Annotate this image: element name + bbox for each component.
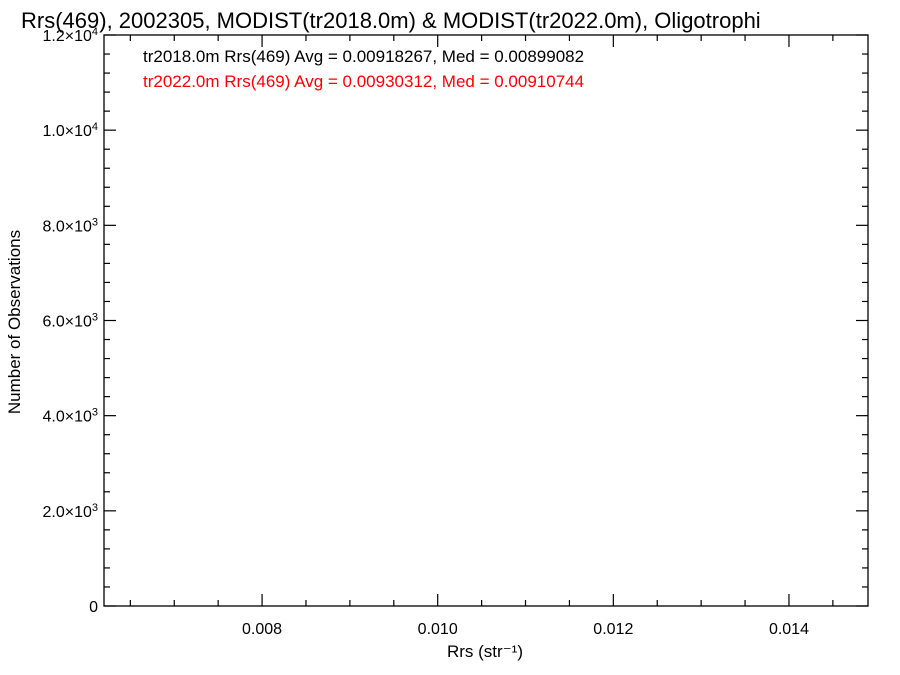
chart-title: Rrs(469), 2002305, MODIST(tr2018.0m) & M… [21,8,761,33]
y-tick-label: 4.0×103 [42,407,98,426]
annotation-2: tr2022.0m Rrs(469) Avg = 0.00930312, Med… [143,72,584,91]
y-tick-label: 6.0×103 [42,312,98,331]
annotation-1: tr2018.0m Rrs(469) Avg = 0.00918267, Med… [143,47,584,66]
x-tick-label: 0.012 [593,621,633,638]
y-axis-label: Number of Observations [5,230,24,414]
y-tick-label: 1.2×104 [42,26,98,45]
y-tick-label: 8.0×103 [42,216,98,235]
x-tick-label: 0.008 [242,621,282,638]
x-tick-label: 0.014 [769,621,809,638]
y-tick-label: 1.0×104 [42,121,98,140]
y-tick-label: 2.0×103 [42,502,98,521]
x-axis-label: Rrs (str⁻¹) [447,642,523,661]
plot-area: 0.008 0.010 0.012 0.014 0 2.0×103 4.0×103 6.0×1… [42,26,869,638]
x-tick-label: 0.010 [418,621,458,638]
y-tick-label: 0 [89,599,98,616]
